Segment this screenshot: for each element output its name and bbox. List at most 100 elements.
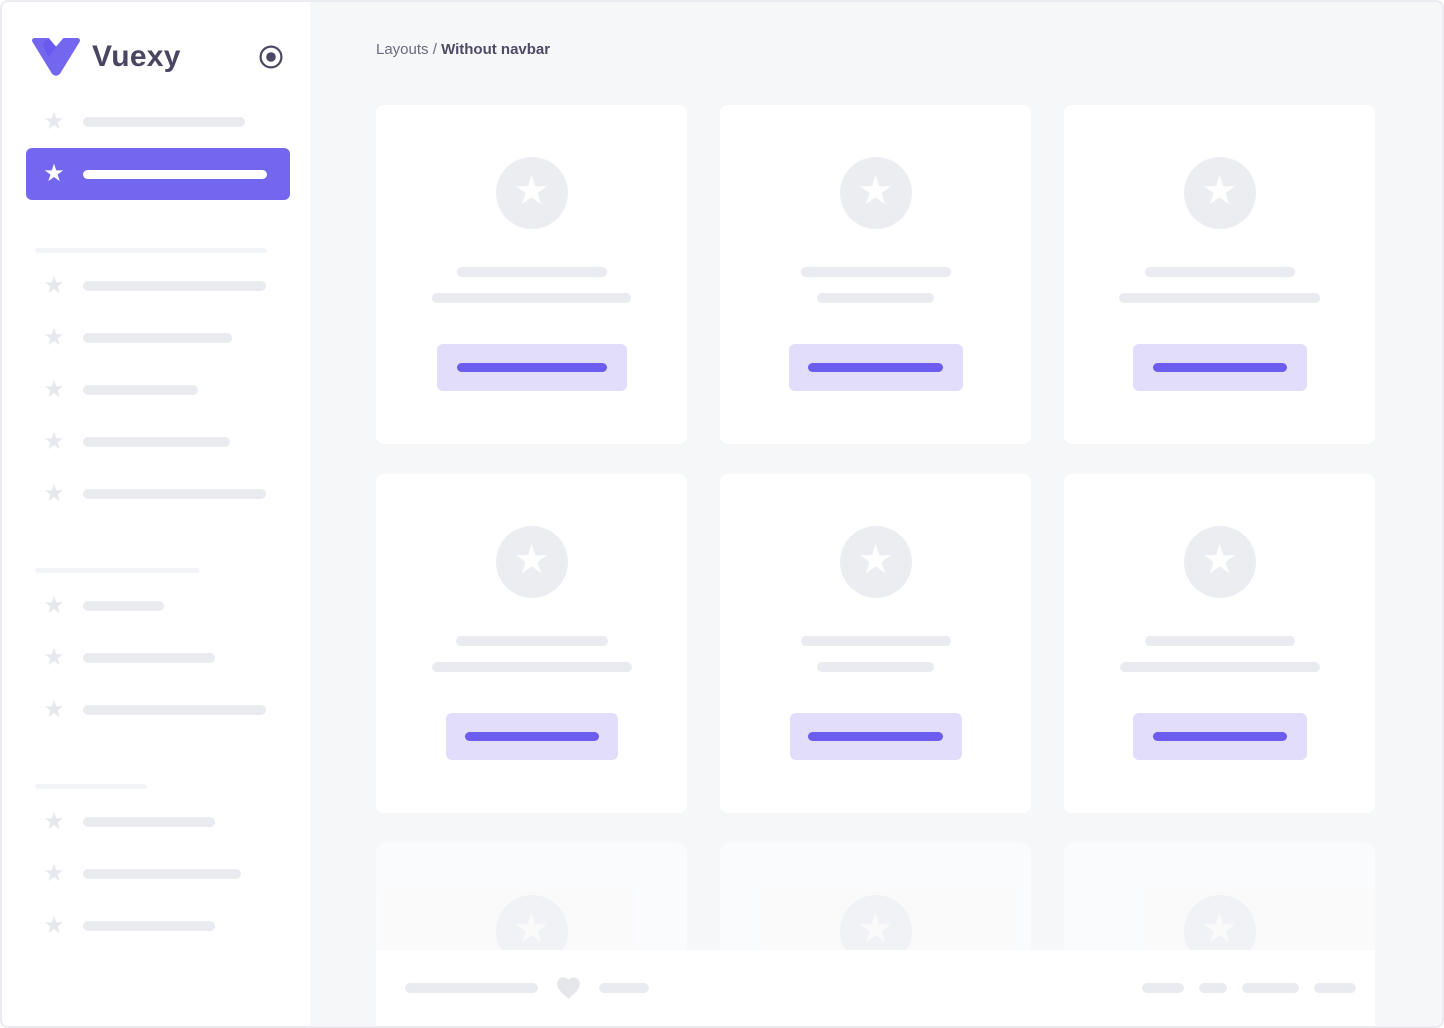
card: ★ (720, 105, 1031, 444)
card-title-skeleton (456, 267, 607, 277)
menu-group-header-skeleton (35, 248, 267, 253)
button-label-skeleton (808, 363, 943, 372)
card-action-button[interactable] (1132, 713, 1307, 760)
star-icon: ★ (43, 592, 65, 619)
star-icon: ★ (43, 644, 65, 671)
sidebar-item[interactable]: ★ (2, 260, 310, 312)
star-icon: ★ (513, 907, 550, 951)
avatar: ★ (1183, 526, 1256, 598)
avatar: ★ (1183, 157, 1256, 229)
sidebar-header: Vuexy (2, 2, 310, 76)
star-icon: ★ (43, 376, 65, 403)
star-icon: ★ (513, 169, 550, 213)
card-action-button[interactable] (436, 344, 627, 391)
breadcrumb: Layouts / Without navbar (376, 40, 1375, 60)
menu-label-skeleton (83, 653, 215, 663)
card-title-skeleton (1144, 636, 1295, 646)
menu-group-header-skeleton (35, 784, 147, 789)
sidebar-item[interactable]: ★ (2, 848, 310, 900)
cards-grid: ★ ★ ★ ★ ★ ★ ★ ★ ★ (376, 105, 1375, 1026)
star-icon: ★ (513, 538, 550, 582)
star-icon: ★ (1201, 907, 1238, 951)
card-action-button[interactable] (789, 713, 962, 760)
footer-link-skeleton (1199, 983, 1227, 993)
sidebar-menu: ★ ★ ★ ★ ★ ★ ★ ★ ★ ★ ★ ★ ★ (2, 76, 310, 952)
radio-dot-icon[interactable] (258, 44, 284, 70)
card-subtitle-skeleton (817, 293, 934, 303)
star-icon: ★ (43, 480, 65, 507)
menu-group-header-skeleton (35, 568, 199, 573)
star-icon: ★ (1201, 169, 1238, 213)
footer-link-skeleton (1314, 983, 1356, 993)
card: ★ (376, 105, 687, 444)
breadcrumb-current: Without navbar (441, 41, 551, 58)
card-action-button[interactable] (788, 344, 963, 391)
footer-link-skeleton (1142, 983, 1184, 993)
logo-text: Vuexy (92, 40, 181, 73)
footer (376, 950, 1375, 1026)
star-icon: ★ (43, 428, 65, 455)
star-icon: ★ (857, 169, 894, 213)
card-title-skeleton (800, 267, 951, 277)
menu-label-skeleton (83, 601, 164, 611)
avatar: ★ (495, 157, 568, 229)
sidebar-item[interactable]: ★ (2, 632, 310, 684)
footer-link-skeleton (1242, 983, 1299, 993)
breadcrumb-separator: / (432, 41, 437, 58)
star-icon: ★ (1201, 538, 1238, 582)
card-subtitle-skeleton (431, 662, 632, 672)
card-title-skeleton (800, 636, 951, 646)
sidebar-item[interactable]: ★ (2, 684, 310, 736)
menu-label-skeleton (83, 117, 245, 127)
sidebar-item-active[interactable]: ★ (26, 148, 290, 200)
star-icon: ★ (43, 108, 65, 135)
button-label-skeleton (1152, 363, 1287, 372)
menu-label-skeleton (83, 437, 230, 447)
star-icon: ★ (43, 808, 65, 835)
main-content: Layouts / Without navbar ★ ★ ★ ★ ★ ★ ★ ★ ★ (310, 2, 1442, 1026)
card-action-button[interactable] (1132, 344, 1307, 391)
card-subtitle-skeleton (432, 293, 631, 303)
menu-label-skeleton (83, 921, 215, 931)
button-label-skeleton (808, 732, 943, 741)
sidebar-item[interactable]: ★ (2, 580, 310, 632)
sidebar-item[interactable]: ★ (2, 796, 310, 848)
card-title-skeleton (1144, 267, 1295, 277)
card-subtitle-skeleton (1119, 293, 1320, 303)
sidebar: Vuexy ★ ★ ★ ★ ★ ★ ★ ★ ★ ★ ★ ★ ★ (2, 2, 310, 1026)
card: ★ (1064, 105, 1375, 444)
footer-links (1142, 983, 1356, 993)
star-icon: ★ (857, 538, 894, 582)
sidebar-item[interactable]: ★ (2, 468, 310, 520)
star-icon: ★ (43, 696, 65, 723)
star-icon: ★ (857, 907, 894, 951)
sidebar-item[interactable]: ★ (2, 416, 310, 468)
card: ★ (1064, 474, 1375, 813)
menu-label-skeleton (83, 333, 232, 343)
menu-label-skeleton (83, 869, 241, 879)
menu-label-skeleton (83, 817, 215, 827)
heart-icon (556, 976, 581, 1000)
sidebar-item[interactable]: ★ (2, 364, 310, 416)
avatar: ★ (495, 526, 568, 598)
sidebar-item[interactable]: ★ (2, 312, 310, 364)
star-icon: ★ (43, 860, 65, 887)
sidebar-item[interactable]: ★ (2, 96, 310, 148)
card-subtitle-skeleton (1119, 662, 1320, 672)
card-action-button[interactable] (445, 713, 618, 760)
menu-label-skeleton (83, 169, 267, 179)
breadcrumb-parent[interactable]: Layouts (376, 41, 429, 58)
button-label-skeleton (1152, 732, 1287, 741)
avatar: ★ (839, 526, 912, 598)
footer-left (405, 976, 649, 1000)
button-label-skeleton (464, 732, 599, 741)
menu-label-skeleton (83, 385, 198, 395)
sidebar-item[interactable]: ★ (2, 900, 310, 952)
footer-text-skeleton (599, 983, 649, 993)
star-icon: ★ (43, 272, 65, 299)
menu-label-skeleton (83, 281, 266, 291)
button-label-skeleton (456, 363, 607, 372)
vuexy-logo[interactable]: Vuexy (32, 38, 181, 76)
menu-label-skeleton (83, 705, 266, 715)
star-icon: ★ (43, 160, 65, 187)
